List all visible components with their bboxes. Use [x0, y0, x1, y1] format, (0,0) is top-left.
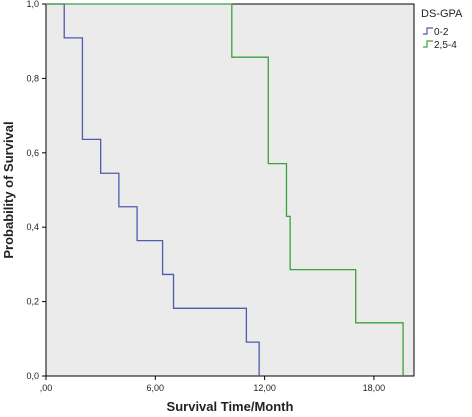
- y-tick-label: 1,0: [26, 0, 39, 9]
- y-tick-label: 0,4: [26, 222, 39, 232]
- x-tick-label: 18,00: [363, 383, 386, 393]
- legend-symbol-1: [423, 27, 433, 35]
- x-tick-label: ,00: [40, 383, 53, 393]
- legend: DS-GPA 0-2 2,5-4: [421, 8, 463, 51]
- x-tick-label: 12,00: [253, 383, 276, 393]
- y-axis-title: Probability of Survival: [1, 121, 16, 258]
- axes: [42, 3, 375, 380]
- series-line-1: [46, 3, 260, 376]
- legend-title: DS-GPA: [421, 8, 463, 20]
- x-axis-title: Survival Time/Month: [167, 399, 294, 414]
- x-tick-label: 6,00: [147, 383, 165, 393]
- tick-labels: ,00 6,00 12,00 18,00 0,0 0,2 0,4 0,6 0,8 1,0: [26, 0, 385, 393]
- plot-area: [45, 3, 415, 377]
- legend-label-2: 2,5-4: [434, 40, 457, 51]
- series-line-2: [46, 3, 404, 376]
- y-tick-label: 0,6: [26, 148, 39, 158]
- y-tick-label: 0,8: [26, 73, 39, 83]
- y-tick-label: 0,0: [26, 371, 39, 381]
- series-layer: [46, 3, 404, 376]
- legend-symbol-2: [423, 40, 433, 48]
- y-tick-label: 0,2: [26, 297, 39, 307]
- legend-label-1: 0-2: [434, 27, 449, 38]
